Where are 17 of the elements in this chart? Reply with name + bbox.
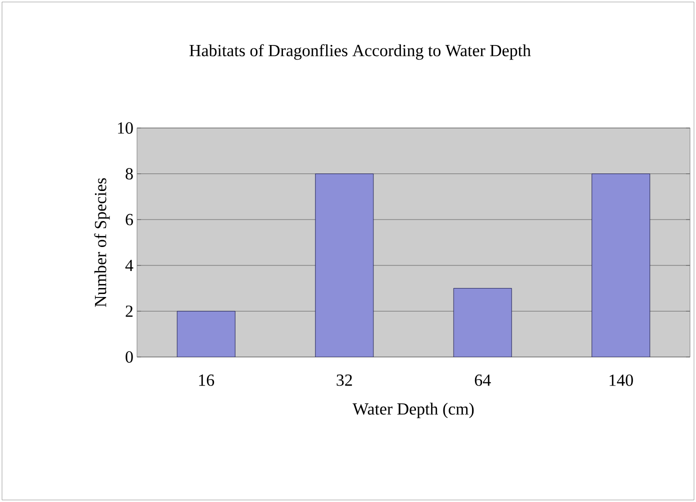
- y-tick-label: 8: [126, 168, 133, 180]
- y-tick-label: 2: [126, 306, 133, 317]
- chart-title: Habitats of Dragonflies According to Water Depth: [190, 44, 531, 60]
- x-tick-label: 32: [336, 374, 352, 386]
- x-tick-label: 16: [199, 374, 214, 386]
- bar: [176, 310, 236, 357]
- y-axis-title: Number of Species: [94, 178, 110, 307]
- x-axis-title: Water Depth (cm): [352, 402, 474, 418]
- y-tick-label: 6: [126, 214, 133, 226]
- y-tick-label: 0: [126, 351, 133, 363]
- bar: [453, 288, 512, 357]
- y-tick-label: 10: [118, 122, 133, 134]
- y-tick-label: 4: [125, 260, 134, 271]
- bar: [315, 174, 374, 357]
- bar: [592, 174, 650, 357]
- x-tick-label: 64: [474, 374, 491, 386]
- x-tick-label: 140: [610, 374, 633, 386]
